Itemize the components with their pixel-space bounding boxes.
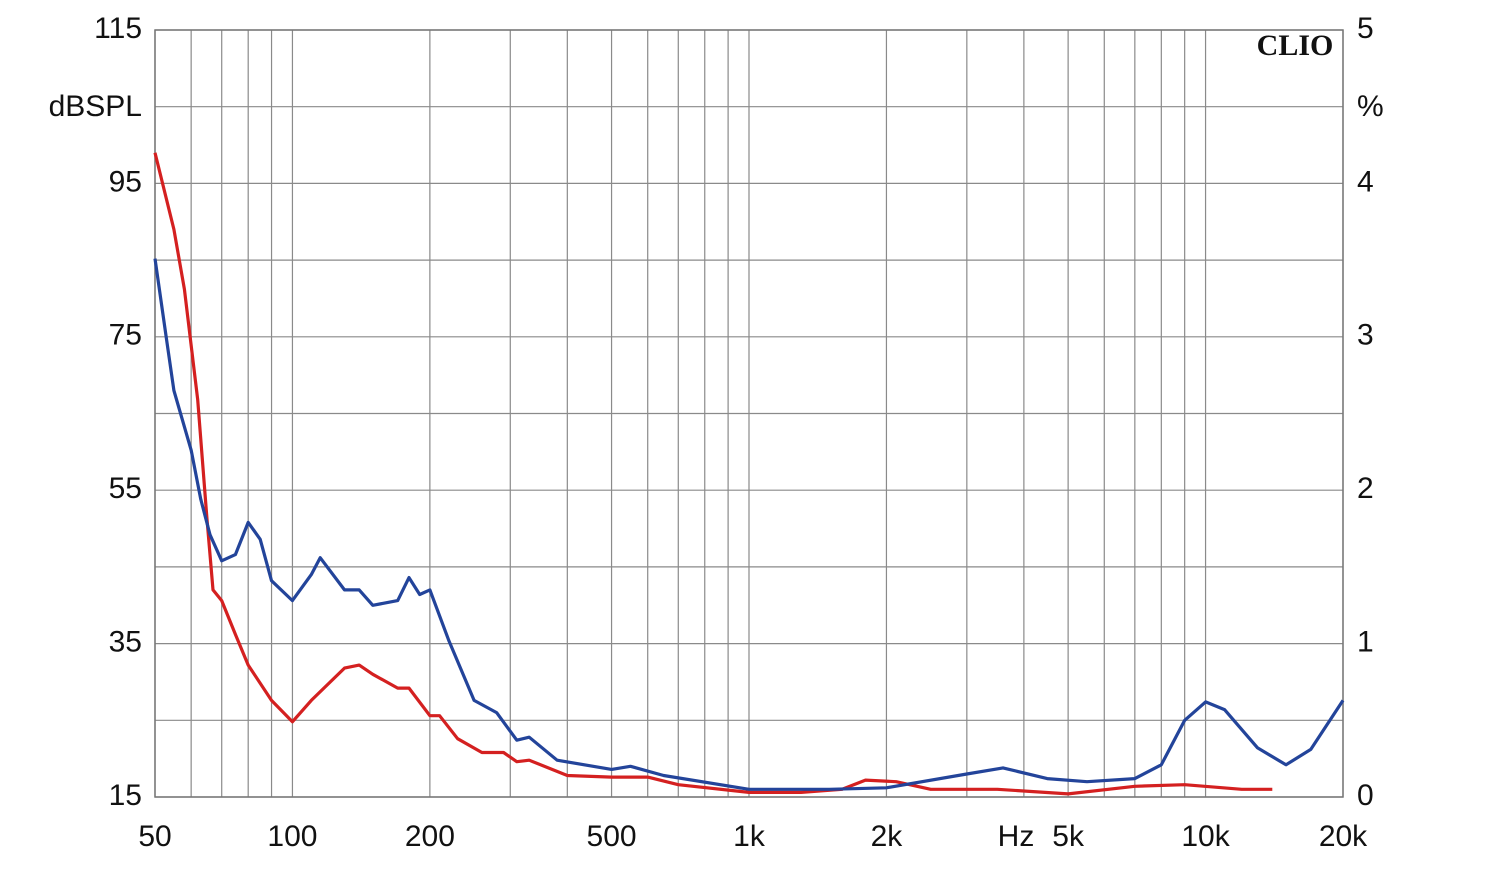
y-tick-label: 75 [109, 319, 142, 352]
y-tick-label: 115 [94, 12, 142, 45]
series-line [153, 258, 1345, 791]
y-tick-label: 95 [109, 165, 142, 198]
y2-tick-label: 2 [1357, 472, 1374, 505]
y-tick-label: 15 [109, 779, 142, 812]
plot-frame [154, 29, 1344, 798]
x-tick-label: 50 [138, 820, 171, 853]
x-tick-label: 500 [587, 820, 637, 853]
y2-tick-label: 5 [1357, 12, 1374, 45]
y-tick-label: 55 [109, 472, 142, 505]
x-tick-label: 10k [1181, 820, 1230, 853]
x-tick-label: 200 [405, 820, 455, 853]
x-tick-label: 2k [871, 820, 904, 853]
y2-tick-label: 1 [1357, 626, 1374, 659]
y2-tick-label: 0 [1357, 779, 1374, 812]
x-axis-label: Hz [998, 820, 1035, 853]
watermark: CLIO [1257, 29, 1334, 62]
series-line [153, 152, 1273, 796]
y2-tick-label: 3 [1357, 319, 1374, 352]
x-tick-label: 20k [1319, 820, 1368, 853]
x-tick-label: 100 [267, 820, 317, 853]
x-tick-label: 1k [733, 820, 766, 853]
y2-tick-label: 4 [1357, 165, 1374, 198]
y2-axis-label: % [1357, 90, 1384, 123]
y-axis-label: dBSPL [49, 90, 142, 123]
y-tick-label: 35 [109, 626, 142, 659]
x-tick-label: 5k [1052, 820, 1085, 853]
